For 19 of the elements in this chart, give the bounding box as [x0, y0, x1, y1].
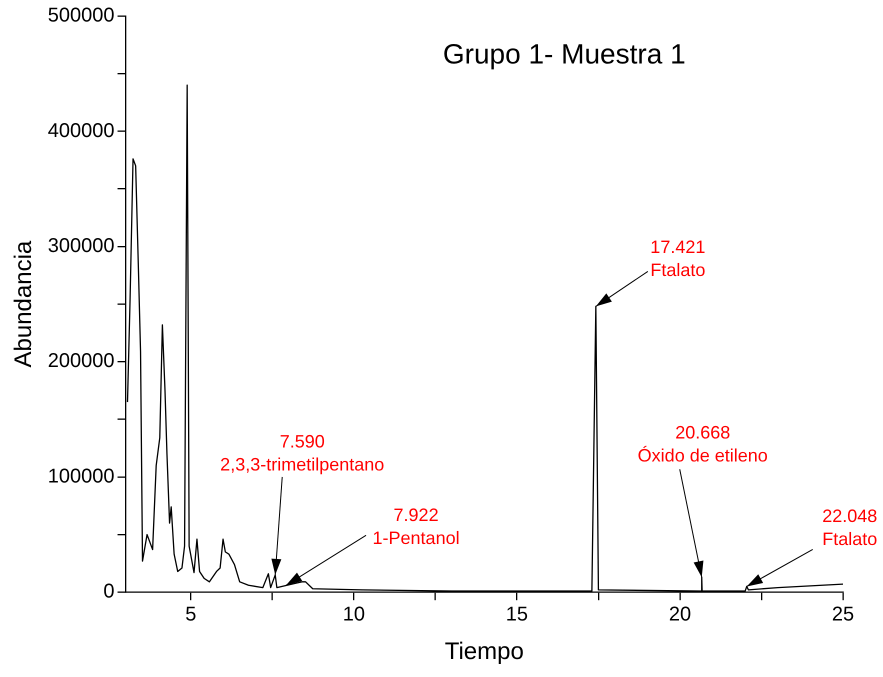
- x-tick-label: 25: [832, 604, 854, 626]
- annotation: 17.421 Ftalato: [650, 236, 706, 280]
- y-tick-label: 500000: [48, 4, 115, 27]
- text: Grupo 1- Muestra 1: [442, 38, 686, 70]
- annotation: 20.668 Óxido de etileno: [638, 422, 768, 466]
- y-tick-label: 0: [103, 580, 115, 603]
- annotation: 22.048 Ftalato: [822, 506, 878, 549]
- annotation: 7.922 1-Pentanol: [372, 504, 460, 548]
- y-axis-title: Abundancia: [10, 240, 38, 368]
- annotation: 7.590 2,3,3-trimetilpentano: [220, 431, 384, 474]
- x-tick-label: 10: [342, 604, 365, 626]
- x-axis-title: Tiempo: [444, 638, 524, 666]
- y-tick-label: 100000: [48, 465, 115, 488]
- y-tick-label: 400000: [48, 120, 115, 142]
- y-tick-label: 300000: [48, 234, 115, 257]
- x-tick-label: 15: [506, 604, 528, 626]
- x-tick-label: 5: [185, 604, 196, 626]
- y-tick-label: 200000: [48, 350, 115, 372]
- x-tick-label: 20: [668, 604, 692, 626]
